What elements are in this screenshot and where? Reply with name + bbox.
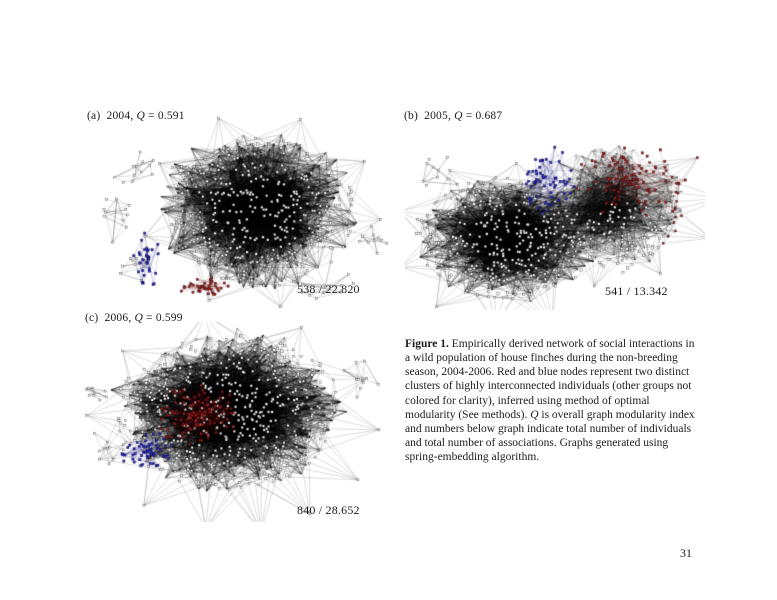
panel-c-label: (c) 2006, Q = 0.599 <box>85 312 183 324</box>
figure-caption-lead: Figure 1. <box>405 338 449 350</box>
figure-caption-body-1: Empirically derived network of social in… <box>405 338 695 421</box>
panel-b-stats: 541 / 13.342 <box>605 284 668 298</box>
panel-c-q-value: = 0.599 <box>142 312 183 324</box>
panel-c-label-prefix: (c) 2006, <box>85 312 135 324</box>
network-graph-2005 <box>405 118 705 310</box>
figure-caption-body-2: is overall graph modularity index and nu… <box>405 408 695 464</box>
figure-caption-q-symbol: Q <box>530 408 539 421</box>
panel-a-stats: 538 / 22.820 <box>297 282 360 296</box>
panel-c-q-symbol: Q <box>134 312 143 324</box>
figure-caption: Figure 1. Empirically derived network of… <box>405 337 701 464</box>
panel-c-stats: 840 / 28.652 <box>297 503 360 517</box>
page-number: 31 <box>680 546 692 560</box>
network-graph-2006 <box>78 322 383 522</box>
panel-b-q-symbol: Q <box>454 110 463 122</box>
network-graph-2004 <box>85 116 397 312</box>
